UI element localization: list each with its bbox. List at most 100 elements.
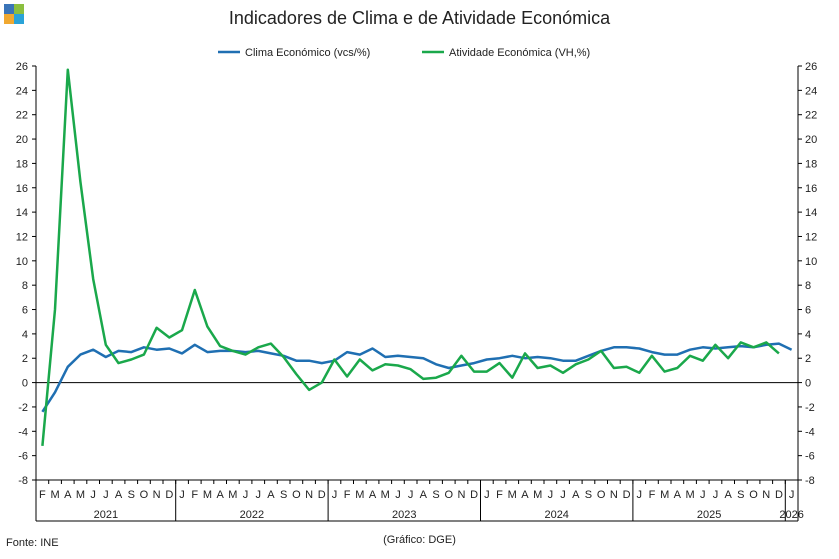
x-tick-label-month: N [457, 489, 465, 501]
chart-credit: (Gráfico: DGE) [383, 534, 456, 546]
y-tick-label-left: 18 [16, 158, 28, 170]
y-tick-label-right: -8 [805, 475, 815, 487]
y-tick-label-left: 26 [16, 61, 28, 73]
x-tick-label-year: 2023 [392, 509, 416, 521]
y-tick-label-right: 10 [805, 256, 817, 268]
x-tick-label-month: A [572, 489, 580, 501]
legend-label-1: Clima Económico (vcs/%) [245, 47, 370, 59]
y-tick-label-right: 14 [805, 207, 817, 219]
x-tick-label-year: 2022 [240, 509, 264, 521]
y-tick-label-right: 16 [805, 183, 817, 195]
series-line-2 [41, 68, 780, 447]
x-tick-label-year: 2024 [544, 509, 568, 521]
logo-square-green [14, 4, 24, 14]
x-tick-label-month: A [521, 489, 529, 501]
y-tick-label-right: 20 [805, 134, 817, 146]
logo-square-cyan [14, 14, 24, 24]
y-tick-label-right: 22 [805, 110, 817, 122]
y-tick-label-left: -4 [18, 426, 28, 438]
x-tick-label-month: N [153, 489, 161, 501]
x-tick-label-month: S [737, 489, 744, 501]
y-tick-label-left: 14 [16, 207, 28, 219]
x-tick-label-month: S [280, 489, 287, 501]
x-tick-label-month: J [179, 489, 185, 501]
y-tick-label-left: 20 [16, 134, 28, 146]
x-tick-label-month: F [649, 489, 656, 501]
x-tick-label-month: M [533, 489, 542, 501]
logo-icon [4, 4, 24, 24]
x-tick-label-month: S [432, 489, 439, 501]
y-tick-label-right: 12 [805, 231, 817, 243]
x-tick-label-month: D [775, 489, 783, 501]
y-tick-label-left: -8 [18, 475, 28, 487]
x-tick-label-month: M [660, 489, 669, 501]
x-tick-label-month: J [243, 489, 249, 501]
x-tick-label-month: M [381, 489, 390, 501]
x-tick-label-month: M [50, 489, 59, 501]
x-tick-label-month: N [305, 489, 313, 501]
y-tick-label-left: -6 [18, 451, 28, 463]
y-tick-label-left: 10 [16, 256, 28, 268]
x-tick-label-month: J [637, 489, 643, 501]
x-tick-label-month: S [585, 489, 592, 501]
y-tick-label-right: 8 [805, 280, 811, 292]
x-tick-label-month: F [39, 489, 46, 501]
x-tick-label-month: J [395, 489, 401, 501]
x-tick-label-month: A [674, 489, 682, 501]
y-tick-label-right: -6 [805, 451, 815, 463]
logo-square-orange [4, 14, 14, 24]
x-tick-label-month: F [191, 489, 198, 501]
y-tick-label-left: 12 [16, 231, 28, 243]
y-tick-label-right: 4 [805, 329, 811, 341]
source-note: Fonte: INE [6, 537, 59, 549]
x-tick-label-month: A [724, 489, 732, 501]
y-tick-label-right: 0 [805, 378, 811, 390]
y-tick-label-left: 2 [22, 353, 28, 365]
x-tick-label-month: J [103, 489, 109, 501]
series-line-1 [41, 342, 793, 413]
y-tick-label-right: -2 [805, 402, 815, 414]
x-tick-label-month: F [496, 489, 503, 501]
x-tick-label-month: F [344, 489, 351, 501]
x-tick-label-month: M [685, 489, 694, 501]
x-tick-label-month: J [332, 489, 338, 501]
y-tick-label-left: 8 [22, 280, 28, 292]
x-tick-label-month: M [355, 489, 364, 501]
y-tick-label-left: -2 [18, 402, 28, 414]
y-tick-label-right: 2 [805, 353, 811, 365]
x-tick-label-month: O [140, 489, 149, 501]
x-tick-label-month: M [76, 489, 85, 501]
x-tick-label-month: A [115, 489, 123, 501]
x-tick-label-month: S [128, 489, 135, 501]
y-tick-label-left: 0 [22, 378, 28, 390]
y-tick-label-left: 16 [16, 183, 28, 195]
x-tick-label-month: D [318, 489, 326, 501]
x-tick-label-month: J [408, 489, 414, 501]
x-tick-label-month: J [560, 489, 566, 501]
chart-title: Indicadores de Clima e de Atividade Econ… [228, 8, 611, 28]
x-tick-label-month: A [420, 489, 428, 501]
y-tick-label-left: 6 [22, 305, 28, 317]
x-tick-label-month: J [548, 489, 554, 501]
x-tick-label-month: N [610, 489, 618, 501]
y-tick-label-left: 22 [16, 110, 28, 122]
x-tick-label-month: J [700, 489, 706, 501]
x-tick-label-month: M [508, 489, 517, 501]
x-tick-label-month: M [203, 489, 212, 501]
x-tick-label-year: 2025 [697, 509, 721, 521]
x-tick-label-month: J [484, 489, 490, 501]
x-tick-label-year: 2026 [779, 509, 803, 521]
x-tick-label-month: D [470, 489, 478, 501]
y-tick-label-right: 26 [805, 61, 817, 73]
x-tick-label-month: A [64, 489, 72, 501]
x-tick-label-month: O [597, 489, 606, 501]
x-tick-label-month: D [623, 489, 631, 501]
y-tick-label-left: 24 [16, 85, 28, 97]
x-tick-label-month: J [90, 489, 96, 501]
legend-label-2: Atividade Económica (VH,%) [449, 47, 590, 59]
x-tick-label-month: O [292, 489, 301, 501]
y-tick-label-right: 24 [805, 85, 817, 97]
x-tick-label-month: D [165, 489, 173, 501]
x-tick-label-year: 2021 [94, 509, 118, 521]
